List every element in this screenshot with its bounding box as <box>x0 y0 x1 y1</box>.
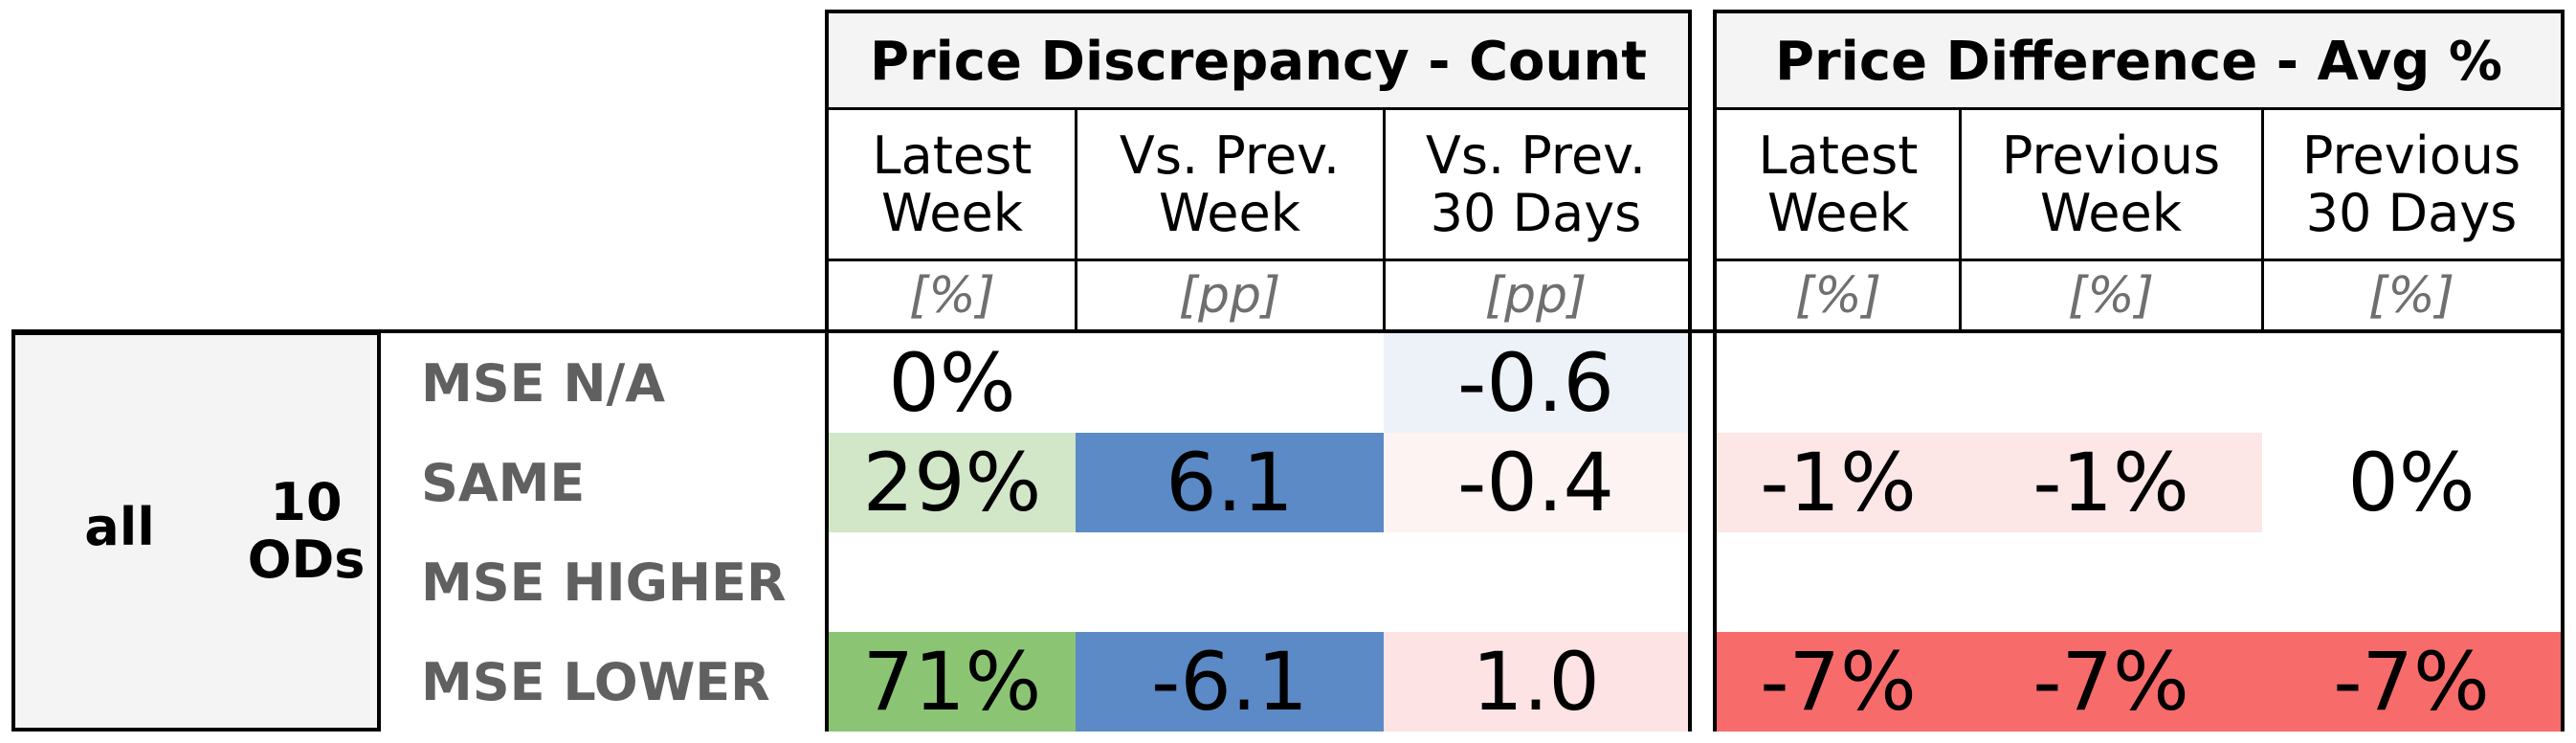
count-value-cell: 6.1 <box>1076 433 1384 532</box>
count-col-header: Latest Week <box>872 125 1033 243</box>
count-value-cell: -0.6 <box>1384 333 1688 433</box>
avg-col-unit: [%] <box>1795 267 1881 325</box>
count-value-cell: 0% <box>829 333 1076 433</box>
avg-value-cell <box>1960 333 2262 433</box>
avg-value-cell <box>2262 333 2561 433</box>
count-value-cell: 1.0 <box>1384 632 1688 732</box>
avg-group-title: Price Difference - Avg % <box>1717 13 2561 109</box>
count-col-unit: [pp] <box>1484 267 1588 325</box>
count-value-cell <box>1076 333 1384 433</box>
column-divider <box>2261 109 2264 331</box>
count-value-cell <box>1076 532 1384 632</box>
column-divider <box>1383 109 1386 331</box>
avg-col-unit: [%] <box>2068 267 2154 325</box>
avg-col-header: Previous Week <box>2001 125 2221 243</box>
count-col-header: Vs. Prev. Week <box>1119 125 1341 243</box>
avg-value-cell <box>1960 532 2262 632</box>
header-divider <box>829 107 1688 110</box>
ods-label: 10 ODs <box>247 472 366 590</box>
left-panel-divider <box>377 331 380 732</box>
count-col-unit: [%] <box>909 267 995 325</box>
count-group-title: Price Discrepancy - Count <box>829 13 1688 109</box>
avg-col-header: Latest Week <box>1758 125 1919 243</box>
count-value-cell: 71% <box>829 632 1076 732</box>
count-value-cell <box>1384 532 1688 632</box>
avg-value-cell: -1% <box>1717 433 1960 532</box>
row-label: MSE N/A <box>421 352 666 414</box>
left-panel <box>11 331 381 732</box>
avg-value-cell <box>1717 333 1960 433</box>
header-divider <box>1717 107 2561 110</box>
subheader-divider <box>829 259 1688 261</box>
avg-value-cell: 0% <box>2262 433 2561 532</box>
count-value-cell: -6.1 <box>1076 632 1384 732</box>
avg-value-cell <box>1717 532 1960 632</box>
avg-col-header: Previous 30 Days <box>2301 125 2521 243</box>
count-value-cell: 29% <box>829 433 1076 532</box>
count-value-cell: -0.4 <box>1384 433 1688 532</box>
avg-value-cell: -7% <box>2262 632 2561 732</box>
row-label: MSE HIGHER <box>421 552 787 613</box>
avg-value-cell: -1% <box>1960 433 2262 532</box>
rows-top-border <box>11 329 2565 333</box>
column-divider <box>1075 109 1077 331</box>
count-col-unit: [pp] <box>1178 267 1281 325</box>
row-label: SAME <box>421 452 586 513</box>
count-col-header: Vs. Prev. 30 Days <box>1425 125 1647 243</box>
row-label: MSE LOWER <box>421 651 770 712</box>
count-value-cell <box>829 532 1076 632</box>
subheader-divider <box>1717 259 2561 261</box>
avg-value-cell: -7% <box>1717 632 1960 732</box>
segment-label: all <box>84 496 155 557</box>
avg-value-cell: -7% <box>1960 632 2262 732</box>
column-divider <box>1959 109 1962 331</box>
avg-col-unit: [%] <box>2368 267 2454 325</box>
avg-value-cell <box>2262 532 2561 632</box>
